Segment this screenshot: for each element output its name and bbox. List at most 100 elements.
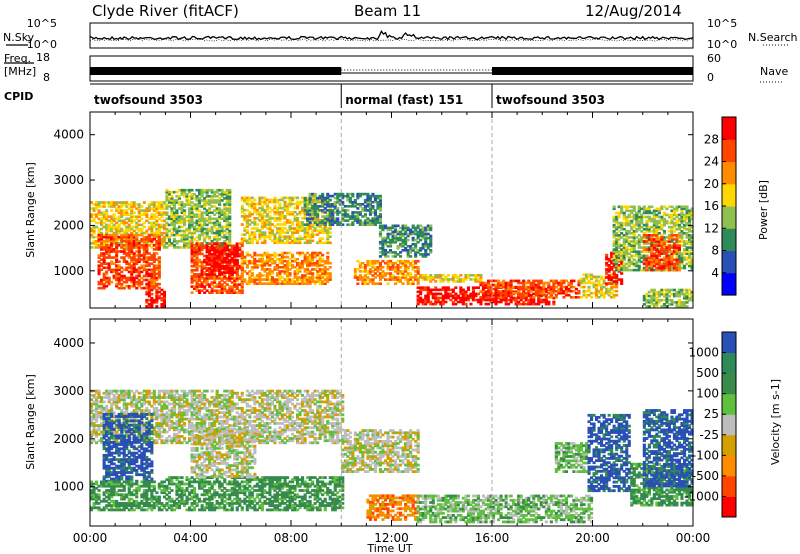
heatmap-cell bbox=[235, 269, 239, 272]
heatmap-cell bbox=[381, 238, 385, 242]
heatmap-cell bbox=[298, 210, 302, 214]
heatmap-cell bbox=[225, 193, 229, 196]
heatmap-cell bbox=[464, 276, 468, 279]
heatmap-cell bbox=[436, 300, 440, 304]
heatmap-cell bbox=[559, 285, 563, 289]
heatmap-cell bbox=[394, 228, 398, 232]
heatmap-cell bbox=[620, 266, 624, 270]
heatmap-cell bbox=[424, 236, 428, 240]
heatmap-cell bbox=[97, 231, 101, 235]
heatmap-cell bbox=[562, 289, 566, 293]
heatmap-cell bbox=[200, 283, 204, 286]
heatmap-cell bbox=[316, 225, 320, 228]
heatmap-cell bbox=[140, 276, 144, 280]
heatmap-cell bbox=[127, 219, 131, 223]
heatmap-cell bbox=[404, 259, 408, 263]
heatmap-cell bbox=[313, 282, 317, 285]
heatmap-cell bbox=[170, 201, 174, 204]
heatmap-cell bbox=[172, 213, 176, 216]
heatmap-cell bbox=[215, 275, 219, 278]
heatmap-cell bbox=[441, 278, 445, 281]
heatmap-cell bbox=[183, 188, 187, 192]
heatmap-cell bbox=[145, 207, 149, 210]
heatmap-cell bbox=[102, 258, 106, 261]
heatmap-cell bbox=[431, 278, 435, 281]
heatmap-cell bbox=[152, 248, 156, 251]
heatmap-cell bbox=[404, 264, 408, 267]
heatmap-cell bbox=[205, 211, 209, 214]
heatmap-cell bbox=[132, 235, 136, 239]
heatmap-cell bbox=[414, 242, 418, 246]
heatmap-cell bbox=[152, 274, 156, 278]
heatmap-cell bbox=[378, 194, 382, 198]
heatmap-cell bbox=[265, 208, 269, 212]
heatmap-cell bbox=[361, 203, 365, 206]
heatmap-cell bbox=[240, 210, 244, 214]
heatmap-cell bbox=[115, 217, 119, 221]
heatmap-cell bbox=[396, 268, 400, 271]
heatmap-cell bbox=[376, 270, 380, 273]
heatmap-cell bbox=[130, 239, 134, 243]
heatmap-cell bbox=[147, 280, 151, 284]
heatmap-cell bbox=[502, 283, 506, 287]
heatmap-cell bbox=[288, 204, 292, 208]
heatmap-cell bbox=[102, 225, 106, 229]
heatmap-cell bbox=[401, 226, 405, 230]
heatmap-cell bbox=[92, 229, 96, 233]
heatmap-cell bbox=[298, 223, 302, 226]
heatmap-cell bbox=[542, 285, 546, 289]
heatmap-cell bbox=[396, 270, 400, 273]
heatmap-cell bbox=[245, 229, 249, 232]
heatmap-cell bbox=[135, 207, 139, 210]
heatmap-cell bbox=[484, 298, 488, 302]
heatmap-cell bbox=[105, 235, 109, 239]
heatmap-cell bbox=[248, 202, 252, 206]
heatmap-cell bbox=[494, 294, 498, 298]
heatmap-cell bbox=[107, 223, 111, 227]
heatmap-cell bbox=[600, 293, 604, 297]
heatmap-cell bbox=[416, 240, 420, 244]
heatmap-cell bbox=[396, 224, 400, 228]
heatmap-cell bbox=[429, 288, 433, 292]
heatmap-cell bbox=[198, 289, 202, 292]
heatmap-cell bbox=[200, 199, 204, 202]
heatmap-cell bbox=[612, 258, 616, 262]
heatmap-cell bbox=[474, 276, 478, 279]
heatmap-cell bbox=[529, 289, 533, 293]
heatmap-cell bbox=[336, 196, 340, 200]
heatmap-cell bbox=[183, 223, 187, 227]
heatmap-cell bbox=[323, 219, 327, 222]
heatmap-cell bbox=[378, 207, 382, 210]
heatmap-cell bbox=[90, 246, 94, 249]
heatmap-cell bbox=[326, 251, 330, 255]
heatmap-cell bbox=[331, 215, 335, 218]
heatmap-cell bbox=[162, 223, 166, 227]
heatmap-cell bbox=[607, 287, 611, 291]
heatmap-cell bbox=[313, 215, 317, 218]
heatmap-cell bbox=[378, 213, 382, 216]
heatmap-cell bbox=[137, 258, 141, 261]
heatmap-cell bbox=[286, 202, 290, 206]
heatmap-cell bbox=[175, 195, 179, 198]
heatmap-cell bbox=[286, 276, 290, 279]
heatmap-cell bbox=[527, 294, 531, 298]
heatmap-cell bbox=[152, 237, 156, 241]
heatmap-cell bbox=[107, 203, 111, 206]
heatmap-cell bbox=[283, 227, 287, 230]
heatmap-cell bbox=[280, 227, 284, 230]
heatmap-cell bbox=[152, 215, 156, 218]
heatmap-cell bbox=[366, 261, 370, 265]
heatmap-cell bbox=[228, 267, 232, 270]
heatmap-cell bbox=[100, 233, 104, 237]
heatmap-cell bbox=[494, 298, 498, 302]
heatmap-cell bbox=[384, 242, 388, 246]
heatmap-cell bbox=[326, 205, 330, 208]
heatmap-cell bbox=[366, 259, 370, 263]
heatmap-cell bbox=[145, 298, 149, 302]
heatmap-cell bbox=[487, 302, 491, 306]
heatmap-cell bbox=[411, 238, 415, 242]
heatmap-cell bbox=[288, 264, 292, 267]
heatmap-cell bbox=[303, 233, 307, 236]
heatmap-cell bbox=[368, 259, 372, 263]
heatmap-cell bbox=[504, 283, 508, 287]
